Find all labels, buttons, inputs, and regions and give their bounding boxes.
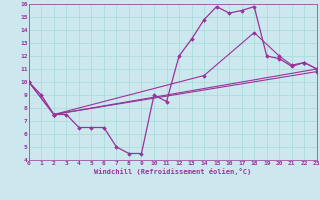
X-axis label: Windchill (Refroidissement éolien,°C): Windchill (Refroidissement éolien,°C) <box>94 168 252 175</box>
